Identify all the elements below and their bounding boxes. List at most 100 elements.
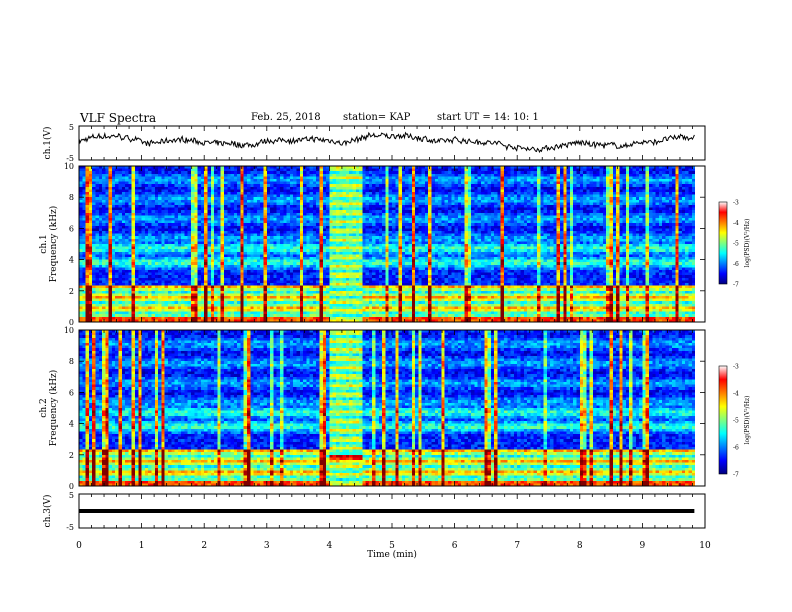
spectrogram-cell <box>593 176 597 179</box>
spectrogram-cell <box>389 174 393 177</box>
spectrogram-cell <box>425 171 429 174</box>
spectrogram-cell <box>119 171 123 174</box>
spectrogram-cell <box>224 179 228 182</box>
spectrogram-cell <box>517 179 521 182</box>
spectrogram-cell <box>191 176 195 179</box>
spectrogram-cell <box>382 171 386 174</box>
spectrogram-cell <box>692 174 696 177</box>
spectrogram-cell <box>102 171 106 174</box>
spectrogram-cell <box>464 176 468 179</box>
spectrogram-cell <box>326 182 330 185</box>
spectrogram-cell <box>224 174 228 177</box>
spectrogram-cell <box>491 169 495 172</box>
spectrogram-cell <box>669 169 673 172</box>
spectrogram-cell <box>392 174 396 177</box>
spectrogram-cell <box>494 179 498 182</box>
spectrogram-cell <box>175 174 179 177</box>
spectrogram-cell <box>619 179 623 182</box>
spectrogram-cell <box>227 174 231 177</box>
spectrogram-cell <box>570 179 574 182</box>
spectrogram-cell <box>468 174 472 177</box>
spectrogram-cell <box>257 169 261 172</box>
spectrogram-cell <box>455 171 459 174</box>
spectrogram-cell <box>184 174 188 177</box>
spectrogram-cell <box>323 171 327 174</box>
spectrogram-cell <box>580 169 584 172</box>
spectrogram-cell <box>142 169 146 172</box>
spectrogram-cell <box>606 169 610 172</box>
ch1-ytick-top: 5 <box>69 123 74 132</box>
spectrogram-cell <box>132 182 136 185</box>
spectrogram-cell <box>461 174 465 177</box>
spectrogram-cell <box>527 169 531 172</box>
spectrogram-cell <box>313 174 317 177</box>
spectrogram-cell <box>356 169 360 172</box>
spectrogram-cell <box>616 179 620 182</box>
spectrogram-cell <box>359 176 363 179</box>
spectrogram-cell <box>544 176 548 179</box>
spectrogram-cell <box>161 174 165 177</box>
spectrogram-cell <box>656 169 660 172</box>
spectrogram-cell <box>379 171 383 174</box>
spectrogram-cell <box>580 174 584 177</box>
spectrogram-cell <box>626 171 630 174</box>
spectrogram-cell <box>501 179 505 182</box>
spectrogram-cell <box>425 174 429 177</box>
spectrogram-cell <box>642 179 646 182</box>
spectrogram-cell <box>244 174 248 177</box>
spectrogram-cell <box>119 179 123 182</box>
spectrogram-cell <box>501 174 505 177</box>
spectrogram-cell <box>563 174 567 177</box>
spectrogram-cell <box>145 179 149 182</box>
spectrogram-cell <box>639 171 643 174</box>
spectrogram-cell <box>484 174 488 177</box>
spectrogram-cell <box>524 174 528 177</box>
spectrogram-cell <box>323 169 327 172</box>
spectrogram-cell <box>303 182 307 185</box>
spectrogram-cell <box>128 171 132 174</box>
spectrogram-cell <box>464 171 468 174</box>
spectrogram-cell <box>198 171 202 174</box>
spectrogram-cell <box>553 171 557 174</box>
spectrogram-cell <box>385 171 389 174</box>
spectrogram-cell <box>148 179 152 182</box>
spectrogram-cell <box>92 179 96 182</box>
spectrogram-cell <box>395 176 399 179</box>
spectrogram-cell <box>534 169 538 172</box>
spectrogram-cell <box>613 174 617 177</box>
spectrogram-cell <box>188 179 192 182</box>
spectrogram-cell <box>600 169 604 172</box>
spectrogram-cell <box>441 179 445 182</box>
spectrogram-cell <box>534 174 538 177</box>
spectrogram-cell <box>283 182 287 185</box>
spectrogram-cell <box>267 174 271 177</box>
spectrogram-cell <box>264 174 268 177</box>
spectrogram-cell <box>682 174 686 177</box>
spectrogram-cell <box>586 176 590 179</box>
spectrogram-cell <box>132 179 136 182</box>
spectrogram-cell <box>563 176 567 179</box>
spectrogram-cell <box>669 171 673 174</box>
spectrogram-cell <box>267 176 271 179</box>
spectrogram-cell <box>672 171 676 174</box>
spectrogram-cell <box>428 169 432 172</box>
spectrogram-cell <box>316 171 320 174</box>
spectrogram-cell <box>613 176 617 179</box>
spectrogram-cell <box>586 171 590 174</box>
spectrogram-cell <box>148 169 152 172</box>
spectrogram-cell <box>112 174 116 177</box>
spectrogram-cell <box>214 169 218 172</box>
spectrogram-cell <box>250 179 254 182</box>
spectrogram-cell <box>448 176 452 179</box>
spectrogram-cell <box>530 171 534 174</box>
spectrogram-cell <box>231 169 235 172</box>
spectrogram-cell <box>448 174 452 177</box>
spectrogram-cell <box>188 171 192 174</box>
spectrogram-cell <box>547 169 551 172</box>
spectrogram-cell <box>135 176 139 179</box>
spectrogram-cell <box>224 182 228 185</box>
spectrogram-cell <box>138 171 142 174</box>
spectrogram-cell <box>112 171 116 174</box>
spectrogram-cell <box>283 176 287 179</box>
spectrogram-cell <box>619 174 623 177</box>
